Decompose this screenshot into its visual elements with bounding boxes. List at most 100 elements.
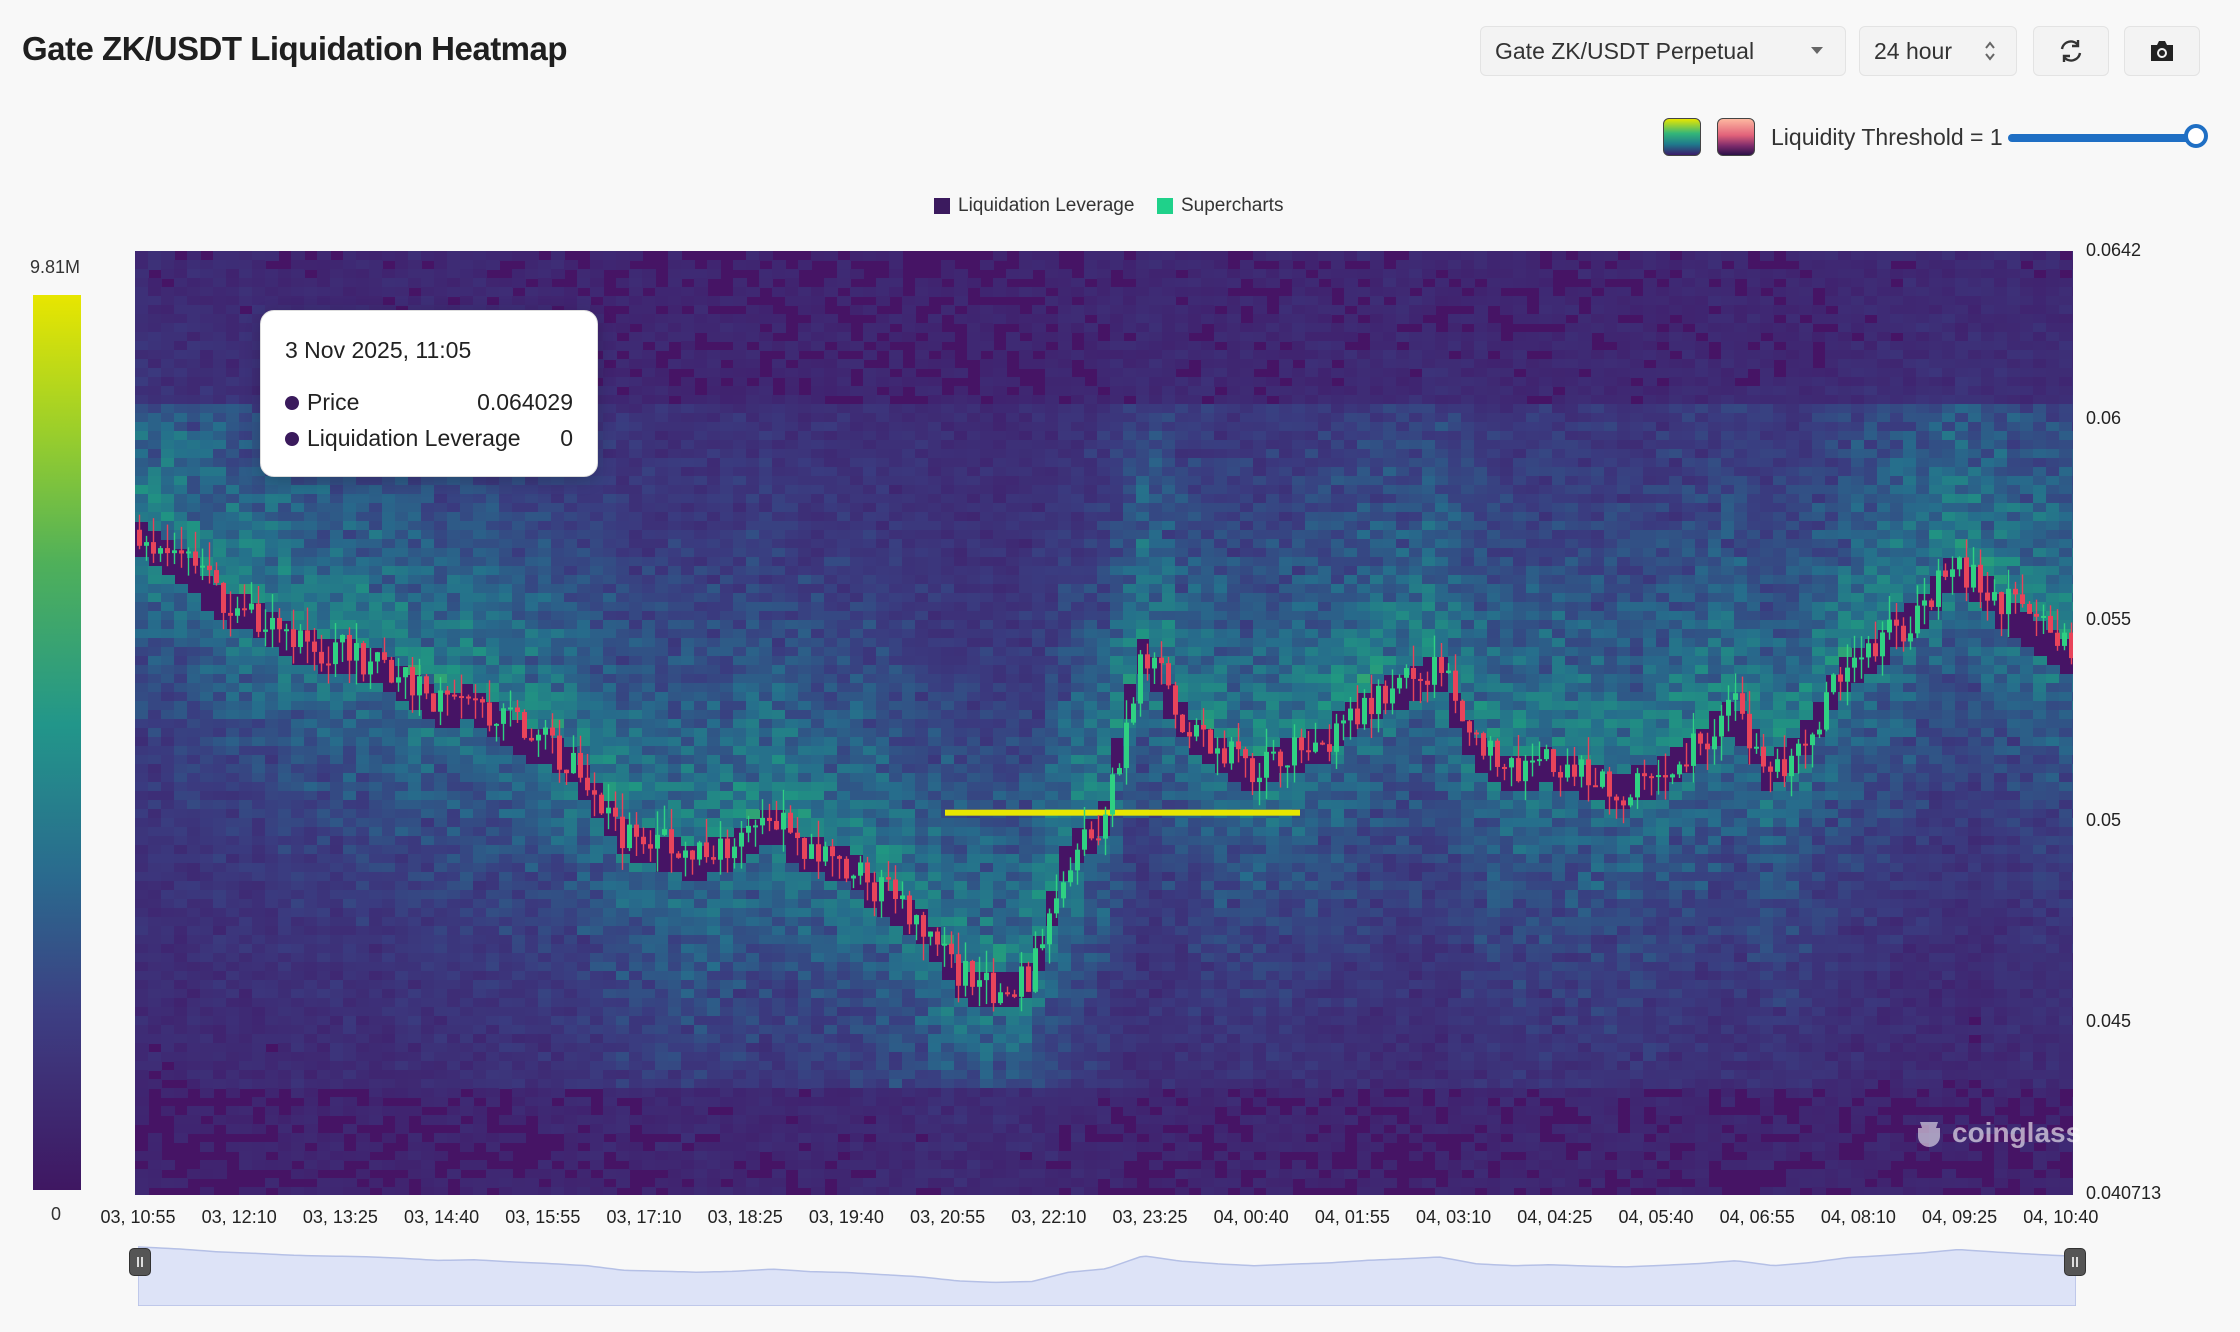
time-range-select[interactable]: 24 hour <box>1859 26 2017 76</box>
heatmap-cell <box>148 935 162 945</box>
heatmap-cell <box>291 1043 305 1053</box>
heatmap-cell <box>759 755 773 765</box>
heatmap-cell <box>239 521 253 531</box>
heatmap-cell <box>629 1043 643 1053</box>
heatmap-cell <box>200 1034 214 1044</box>
heatmap-cell <box>577 800 591 810</box>
heatmap-cell <box>135 665 149 675</box>
heatmap-cell <box>746 539 760 549</box>
heatmap-cell <box>304 917 318 927</box>
heatmap-cell <box>538 1034 552 1044</box>
heatmap-cell <box>447 755 461 765</box>
heatmap-cell <box>772 737 786 747</box>
heatmap-cell <box>421 1043 435 1053</box>
heatmap-cell <box>460 935 474 945</box>
heatmap-cell <box>408 818 422 828</box>
heatmap-cell <box>798 908 812 918</box>
heatmap-cell <box>200 863 214 873</box>
heatmap-cell <box>239 881 253 891</box>
heatmap-cell <box>538 1088 552 1098</box>
heatmap-cell <box>603 422 617 432</box>
heatmap-cell <box>161 584 175 594</box>
heatmap-cell <box>382 512 396 522</box>
heatmap-cell <box>499 944 513 954</box>
heatmap-cell <box>642 467 656 477</box>
heatmap-cell <box>538 638 552 648</box>
heatmap-cell <box>265 989 279 999</box>
heatmap-cell <box>213 917 227 927</box>
screenshot-button[interactable] <box>2124 26 2200 76</box>
legend-item-supercharts[interactable]: Supercharts <box>1157 195 1283 217</box>
exchange-pair-select[interactable]: Gate ZK/USDT Perpetual <box>1480 26 1846 76</box>
heatmap-cell <box>655 530 669 540</box>
heatmap-cell <box>395 935 409 945</box>
heatmap-cell <box>200 881 214 891</box>
heatmap-cell <box>226 440 240 450</box>
heatmap-cell <box>681 1133 695 1143</box>
heatmap-cell <box>655 989 669 999</box>
heatmap-cell <box>551 1124 565 1134</box>
heatmap-cell <box>668 1088 682 1098</box>
heatmap-cell <box>642 485 656 495</box>
heatmap-cell <box>733 935 747 945</box>
heatmap-cell <box>603 1052 617 1062</box>
refresh-button[interactable] <box>2033 26 2109 76</box>
heatmap-cell <box>460 737 474 747</box>
heatmap-cell <box>551 980 565 990</box>
heatmap-cell <box>226 989 240 999</box>
heatmap-cell <box>707 692 721 702</box>
heatmap-cell <box>616 764 630 774</box>
heatmap-cell <box>772 575 786 585</box>
heatmap-cell <box>265 944 279 954</box>
heatmap-cell <box>278 287 292 297</box>
heatmap-cell <box>252 1079 266 1089</box>
heatmap-cell <box>785 926 799 936</box>
heatmap-cell <box>135 773 149 783</box>
heatmap-cell <box>395 1088 409 1098</box>
heatmap-cell <box>681 710 695 720</box>
heatmap-cell <box>681 1034 695 1044</box>
heatmap-cell <box>473 476 487 486</box>
heatmap-cell <box>603 773 617 783</box>
heatmap-cell <box>590 926 604 936</box>
heatmap-cell <box>434 890 448 900</box>
heatmap-cell <box>668 332 682 342</box>
heatmap-cell <box>330 1133 344 1143</box>
heatmap-cell <box>226 800 240 810</box>
heatmap-cell <box>356 1187 370 1195</box>
heatmap-cell <box>746 917 760 927</box>
heatmap-cell <box>317 287 331 297</box>
heatmap-cell <box>447 485 461 495</box>
heatmap-cell <box>278 890 292 900</box>
heatmap-cell <box>460 1007 474 1017</box>
heatmap-cell <box>694 953 708 963</box>
heatmap-cell <box>668 998 682 1008</box>
legend-item-liquidation-leverage[interactable]: Liquidation Leverage <box>934 195 1134 217</box>
heatmap-cell <box>551 251 565 261</box>
heatmap-cell <box>551 1043 565 1053</box>
heatmap-cell <box>382 638 396 648</box>
threshold-slider-handle[interactable] <box>2184 124 2208 148</box>
heatmap-cell <box>213 935 227 945</box>
heatmap-cell <box>278 1025 292 1035</box>
palette-green-swatch[interactable] <box>1663 118 1701 156</box>
heatmap-cell <box>694 638 708 648</box>
heatmap-cell <box>278 575 292 585</box>
heatmap-cell <box>681 971 695 981</box>
heatmap-cell <box>681 989 695 999</box>
heatmap-plot[interactable] <box>135 251 2073 1195</box>
heatmap-cell <box>707 386 721 396</box>
heatmap-cell <box>486 1097 500 1107</box>
heatmap-cell <box>187 404 201 414</box>
heatmap-cell <box>161 1160 175 1170</box>
heatmap-cell <box>343 557 357 567</box>
heatmap-cell <box>148 386 162 396</box>
palette-pink-swatch[interactable] <box>1717 118 1755 156</box>
heatmap-cell <box>798 899 812 909</box>
heatmap-cell <box>655 944 669 954</box>
heatmap-cell <box>291 764 305 774</box>
heatmap-cell <box>382 764 396 774</box>
heatmap-cell <box>226 566 240 576</box>
threshold-slider-track[interactable] <box>2008 134 2198 142</box>
heatmap-cell <box>694 485 708 495</box>
